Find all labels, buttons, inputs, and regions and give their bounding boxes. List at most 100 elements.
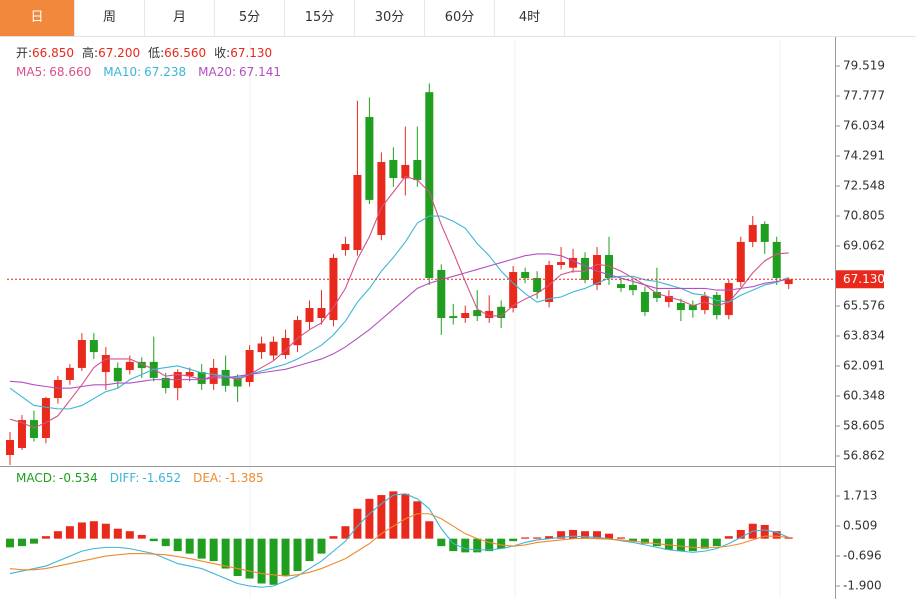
candle-body xyxy=(760,224,769,242)
macd-bar xyxy=(700,538,709,549)
macd-bar xyxy=(616,537,625,539)
macd-bar xyxy=(41,536,50,539)
candle-body xyxy=(545,264,554,302)
y-tick-label: 77.777 xyxy=(843,88,885,102)
macd-bar xyxy=(17,538,26,547)
candle-body xyxy=(437,269,446,318)
indicator-line xyxy=(9,175,789,429)
candle-body xyxy=(521,272,530,279)
macd-bar xyxy=(461,538,470,553)
macd-bar xyxy=(688,538,697,552)
candle-body xyxy=(29,420,38,438)
macd-bar xyxy=(425,521,434,539)
candle-body xyxy=(317,308,326,318)
candle-body xyxy=(425,92,434,279)
macd-bar xyxy=(113,528,122,539)
candle-body xyxy=(6,440,14,456)
y-tick-label: 70.805 xyxy=(843,209,885,223)
macd-bar xyxy=(197,538,206,559)
macd-bar xyxy=(676,538,685,552)
y-tick-label: -0.696 xyxy=(843,549,882,563)
candle-body xyxy=(581,257,590,280)
macd-bar xyxy=(65,526,74,539)
candle-body xyxy=(257,343,266,353)
info-label: 高: xyxy=(82,45,98,60)
candle-body xyxy=(688,305,697,311)
candle-body xyxy=(784,279,793,285)
macd-bar xyxy=(125,531,134,539)
macd-bar xyxy=(437,538,446,547)
legend-name: DIFF: xyxy=(110,471,140,485)
y-tick-label: 62.091 xyxy=(843,359,885,373)
candle-body xyxy=(245,350,254,383)
candle-body xyxy=(101,355,110,373)
period-tab[interactable]: 日 xyxy=(0,0,75,36)
legend-value: -1.385 xyxy=(225,471,264,485)
macd-bar xyxy=(161,538,170,547)
candle-body xyxy=(533,278,542,293)
macd-bar xyxy=(401,493,410,539)
legend-value: 67.238 xyxy=(144,65,186,79)
macd-bar xyxy=(521,537,530,539)
candle-body xyxy=(676,303,685,311)
legend-value: -0.534 xyxy=(59,471,98,485)
macd-bar xyxy=(485,538,494,552)
macd-bar xyxy=(53,531,62,539)
info-value: 67.130 xyxy=(230,46,272,60)
candle-body xyxy=(593,254,602,285)
period-tab[interactable]: 60分 xyxy=(425,0,495,36)
legend-name: DEA: xyxy=(193,471,222,485)
macd-bar xyxy=(269,538,278,585)
macd-bar xyxy=(233,538,242,577)
period-tab[interactable]: 30分 xyxy=(355,0,425,36)
candle-body xyxy=(389,159,398,179)
macd-bar xyxy=(101,523,110,539)
macd-bar xyxy=(173,538,182,552)
legend: MA5: 68.660 MA10: 67.238 MA20: 67.141 xyxy=(16,65,281,79)
info-value: 67.200 xyxy=(98,46,140,60)
period-tab[interactable]: 周 xyxy=(75,0,145,36)
legend-value: -1.652 xyxy=(142,471,181,485)
candle-body xyxy=(341,243,350,251)
period-tab[interactable]: 5分 xyxy=(215,0,285,36)
period-tab[interactable]: 4时 xyxy=(495,0,565,36)
macd-bar xyxy=(509,538,518,542)
macd-bar xyxy=(581,531,590,539)
macd-bar xyxy=(221,538,230,569)
macd-bar xyxy=(736,529,745,539)
candle-body xyxy=(736,241,745,283)
y-tick-label: 72.548 xyxy=(843,179,885,193)
info-label: 低: xyxy=(148,46,164,60)
macd-bar xyxy=(533,537,542,539)
candle-body xyxy=(700,295,709,311)
y-tick-label: 65.576 xyxy=(843,299,885,313)
period-tab[interactable]: 15分 xyxy=(285,0,355,36)
macd-bar xyxy=(449,538,458,552)
macd-bar xyxy=(6,538,14,548)
candle-body xyxy=(557,262,566,265)
y-tick-label: 69.062 xyxy=(843,239,885,253)
candle-body xyxy=(485,310,494,318)
macd-bar xyxy=(473,538,482,553)
candle-body xyxy=(89,340,98,353)
legend-name: MACD: xyxy=(16,471,56,485)
candle-body xyxy=(401,164,410,179)
y-tick-label: 79.519 xyxy=(843,59,885,73)
candle-body xyxy=(748,225,757,242)
macd-bar xyxy=(497,538,506,549)
candle-body xyxy=(293,320,302,346)
candle-body xyxy=(161,377,170,389)
y-tick-label: 60.348 xyxy=(843,389,885,403)
candle-body xyxy=(461,313,470,318)
legend-name: MA10: xyxy=(103,65,141,79)
y-tick-label: 76.034 xyxy=(843,118,885,132)
legend-name: MA5: xyxy=(16,65,46,79)
candle-body xyxy=(497,306,506,318)
y-tick-label: 63.834 xyxy=(843,329,885,343)
y-tick-label: -1.900 xyxy=(843,578,882,592)
candle-body xyxy=(113,367,122,382)
macd-bar xyxy=(377,495,386,539)
last-price-label: 67.130 xyxy=(843,272,885,286)
period-tab[interactable]: 月 xyxy=(145,0,215,36)
